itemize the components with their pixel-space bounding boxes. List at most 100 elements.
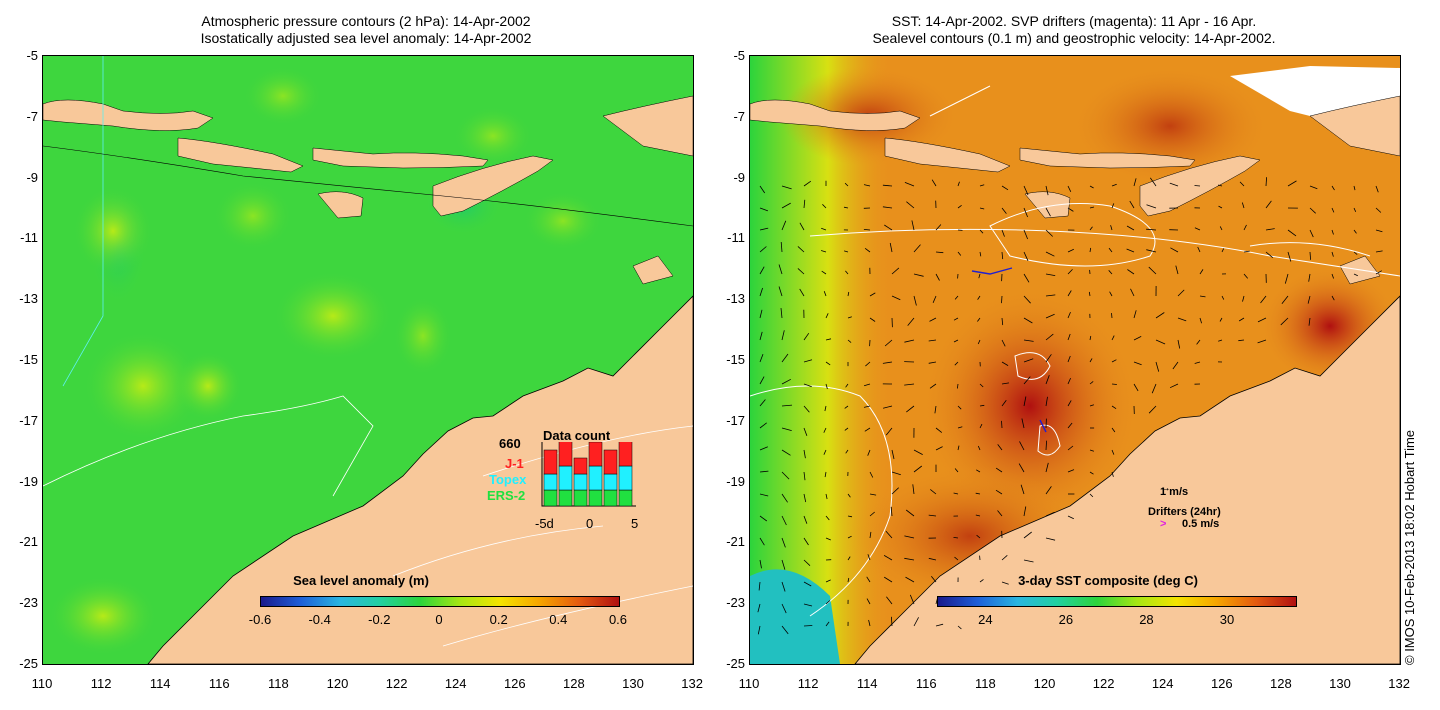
inset-bar-j1 bbox=[588, 442, 603, 467]
lat-tick-label: -23 bbox=[19, 595, 38, 611]
velocity-arrow bbox=[1067, 422, 1073, 429]
velocity-arrow bbox=[759, 353, 764, 363]
velocity-arrow bbox=[904, 535, 915, 539]
velocity-arrow bbox=[1045, 486, 1052, 495]
velocity-arrow bbox=[781, 581, 786, 592]
velocity-arrow bbox=[1111, 471, 1114, 477]
velocity-arrow bbox=[907, 317, 915, 326]
velocity-arrow bbox=[953, 317, 959, 321]
velocity-arrow bbox=[977, 339, 981, 345]
lat-tick-label: -17 bbox=[19, 412, 38, 428]
velocity-arrow bbox=[825, 600, 831, 605]
velocity-arrow bbox=[928, 514, 937, 517]
velocity-arrow bbox=[1023, 317, 1033, 324]
velocity-arrow bbox=[759, 185, 766, 194]
colorbar-tick-label: 0 bbox=[435, 612, 443, 627]
velocity-arrow bbox=[781, 427, 792, 431]
velocity-arrow bbox=[1001, 400, 1007, 407]
velocity-arrow bbox=[825, 579, 831, 583]
velocity-arrow bbox=[1257, 339, 1267, 344]
lat-tick-label: -21 bbox=[19, 534, 38, 550]
velocity-arrow bbox=[1284, 273, 1289, 284]
lat-tick-label: -5 bbox=[733, 48, 745, 63]
velocity-arrow bbox=[1088, 291, 1091, 297]
velocity-arrow bbox=[1148, 266, 1157, 275]
velocity-arrow bbox=[1265, 177, 1267, 187]
velocity-arrow bbox=[1001, 382, 1010, 385]
velocity-arrow bbox=[953, 339, 959, 343]
velocity-arrow bbox=[1111, 449, 1115, 455]
lat-tick-label: -7 bbox=[733, 108, 745, 124]
velocity-arrow bbox=[1133, 310, 1137, 319]
velocity-arrow bbox=[1133, 178, 1137, 187]
lon-tick-label: 114 bbox=[856, 676, 878, 691]
velocity-arrow bbox=[979, 579, 984, 583]
velocity-arrow bbox=[884, 339, 893, 347]
velocity-arrow bbox=[1199, 295, 1206, 298]
velocity-arrow bbox=[1177, 339, 1181, 349]
velocity-arrow bbox=[781, 378, 791, 385]
velocity-arrow bbox=[863, 184, 871, 187]
velocity-arrow bbox=[1045, 333, 1054, 341]
sea-level-contour bbox=[1249, 242, 1371, 257]
velocity-arrow bbox=[1045, 229, 1053, 237]
velocity-arrow bbox=[935, 273, 940, 281]
velocity-arrow bbox=[997, 510, 1003, 517]
sla-map-graphic bbox=[43, 56, 693, 664]
velocity-arrow bbox=[1067, 445, 1074, 451]
velocity-arrow bbox=[1353, 273, 1358, 277]
velocity-arrow bbox=[824, 471, 827, 478]
velocity-arrow bbox=[803, 581, 812, 587]
velocity-arrow bbox=[803, 359, 813, 363]
velocity-arrow bbox=[1023, 229, 1028, 240]
velocity-arrow bbox=[995, 467, 1003, 473]
velocity-arrow bbox=[1023, 295, 1031, 304]
velocity-arrow bbox=[780, 308, 783, 319]
sla-high-blob bbox=[48, 576, 158, 656]
lon-tick-label: 124 bbox=[1151, 676, 1174, 691]
velocity-arrow bbox=[1196, 339, 1201, 345]
velocity-arrow bbox=[803, 537, 809, 546]
velocity-arrow bbox=[781, 471, 790, 480]
velocity-arrow bbox=[954, 556, 959, 561]
velocity-arrow bbox=[1221, 248, 1225, 253]
velocity-arrow bbox=[759, 422, 767, 429]
velocity-arrow bbox=[1243, 224, 1247, 231]
velocity-arrow bbox=[957, 426, 963, 429]
velocity-arrow bbox=[904, 383, 915, 386]
sst-colorbar-title: 3-day SST composite (deg C) bbox=[1018, 573, 1198, 588]
sea-level-contour bbox=[989, 203, 1156, 267]
velocity-arrow bbox=[1309, 207, 1316, 214]
velocity-arrow bbox=[1146, 228, 1157, 231]
velocity-arrow bbox=[803, 559, 811, 566]
velocity-arrow bbox=[1045, 511, 1055, 517]
velocity-arrow bbox=[1045, 207, 1051, 217]
flores-island bbox=[312, 147, 489, 169]
inset-bar-ers bbox=[603, 489, 618, 507]
velocity-arrow bbox=[1001, 361, 1009, 366]
velocity-arrow bbox=[909, 594, 915, 605]
velocity-arrow bbox=[1111, 427, 1116, 433]
lat-tick-label: -23 bbox=[726, 595, 745, 611]
velocity-arrow bbox=[913, 273, 924, 277]
lon-tick-label: 116 bbox=[208, 676, 230, 691]
inset-bar-topex bbox=[588, 465, 603, 491]
velocity-arrow bbox=[803, 180, 812, 187]
velocity-arrow bbox=[1242, 295, 1245, 302]
velocity-arrow bbox=[1067, 269, 1073, 275]
velocity-arrow bbox=[1146, 204, 1157, 209]
sst-map: → 1 m/s Drifters (24hr) > 0.5 m/s 3-day … bbox=[749, 55, 1401, 665]
velocity-arrow bbox=[1089, 358, 1093, 363]
velocity-arrow bbox=[1023, 506, 1027, 517]
velocity-arrow bbox=[823, 449, 827, 455]
velocity-arrow bbox=[867, 554, 871, 561]
velocity-arrow bbox=[1023, 358, 1034, 363]
velocity-arrow bbox=[1177, 289, 1185, 297]
velocity-arrow bbox=[825, 338, 832, 341]
velocity-arrow bbox=[1238, 339, 1245, 342]
drifter-arrow-icon: > bbox=[1160, 518, 1167, 530]
inset-bar-j1 bbox=[603, 449, 618, 475]
velocity-arrow bbox=[1001, 207, 1007, 214]
inset-bar-j1 bbox=[618, 442, 633, 467]
velocity-arrow bbox=[825, 621, 830, 627]
